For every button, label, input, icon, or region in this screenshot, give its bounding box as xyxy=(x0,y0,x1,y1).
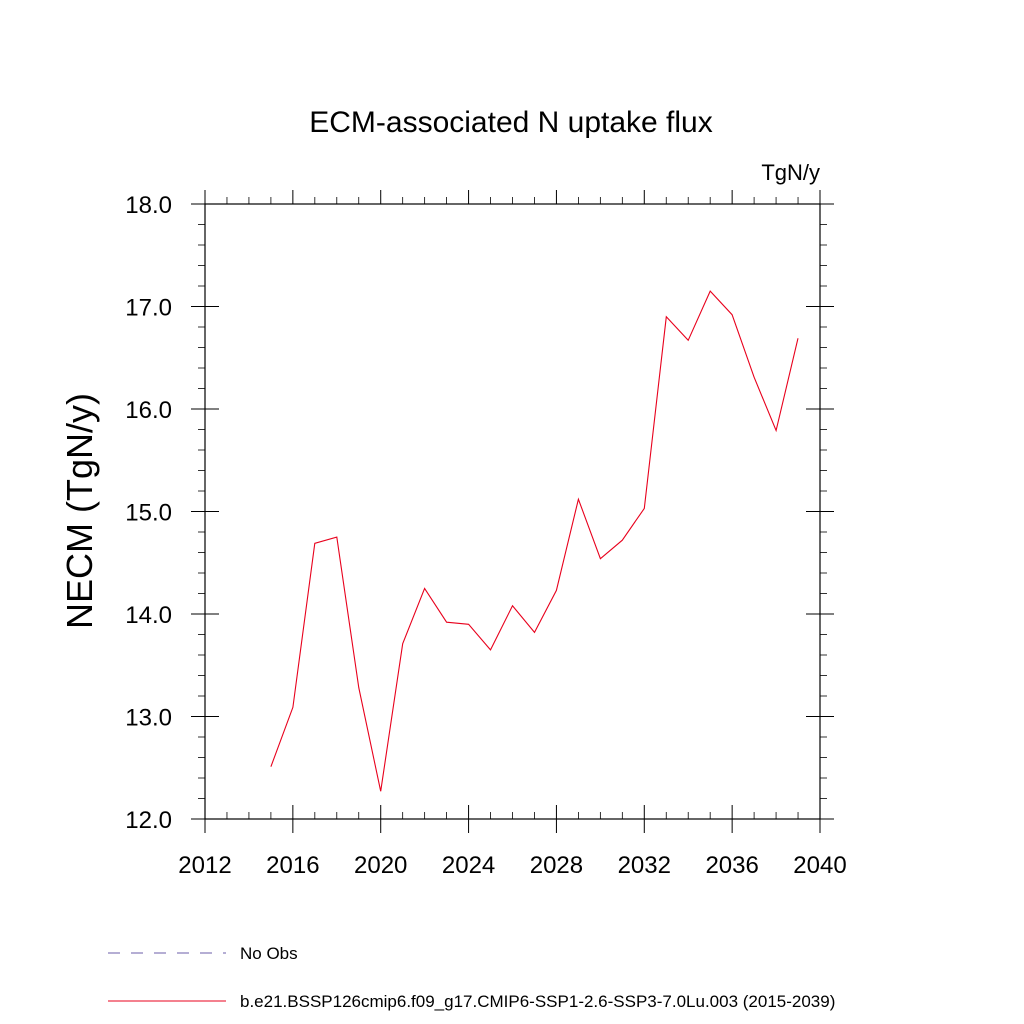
x-tick-label-7: 2040 xyxy=(793,852,846,879)
series-layer xyxy=(270,290,799,792)
chart-title: ECM-associated N uptake flux xyxy=(309,106,713,139)
x-tick-label-6: 2036 xyxy=(705,852,758,879)
series-line-1 xyxy=(270,290,799,792)
x-tick-label-2: 2020 xyxy=(354,852,407,879)
y-tick-label-2: 14.0 xyxy=(125,602,172,629)
y-tick-label-0: 12.0 xyxy=(125,807,172,834)
legend-label-1: b.e21.BSSP126cmip6.f09_g17.CMIP6-SSP1-2.… xyxy=(240,992,835,1011)
legend-label-0: No Obs xyxy=(240,944,298,963)
y-tick-label-4: 16.0 xyxy=(125,397,172,424)
units-label: TgN/y xyxy=(761,160,820,185)
y-axis-label: NECM (TgN/y) xyxy=(59,393,100,629)
y-tick-label-3: 15.0 xyxy=(125,500,172,527)
x-tick-label-4: 2028 xyxy=(530,852,583,879)
axes: 2012 2016 2020 2024 2028 2032 2036 2040 12.0 13.0… xyxy=(125,190,847,879)
y-tick-label-1: 13.0 xyxy=(125,705,172,732)
x-tick-label-0: 2012 xyxy=(178,852,231,879)
x-tick-label-1: 2016 xyxy=(266,852,319,879)
legend: No Obs b.e21.BSSP126cmip6.f09_g17.CMIP6-S… xyxy=(108,944,835,1011)
x-tick-label-3: 2024 xyxy=(442,852,495,879)
plot-frame xyxy=(204,203,821,820)
y-tick-label-6: 18.0 xyxy=(125,192,172,219)
x-tick-label-5: 2032 xyxy=(618,852,671,879)
y-tick-label-5: 17.0 xyxy=(125,295,172,322)
